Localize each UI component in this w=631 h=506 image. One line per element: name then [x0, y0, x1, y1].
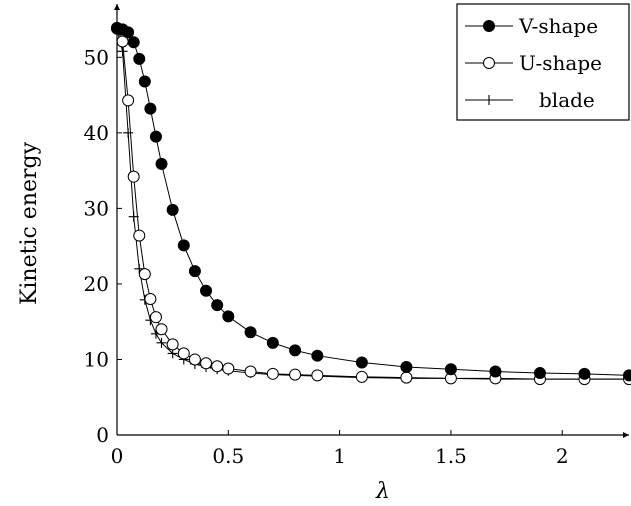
y-tick-label: 10: [84, 347, 109, 371]
data-point-v-shape: [155, 157, 168, 170]
data-point-v-shape: [127, 36, 140, 49]
data-point-u-shape: [166, 338, 179, 351]
data-point-u-shape: [133, 229, 146, 242]
y-tick-label: 0: [96, 423, 109, 447]
x-tick-label: 0.5: [212, 444, 244, 468]
data-point-u-shape: [122, 94, 135, 107]
data-point-blade: [123, 127, 134, 138]
y-axis-arrow: [114, 4, 120, 10]
data-point-v-shape: [144, 102, 157, 115]
data-point-v-shape: [138, 75, 151, 88]
data-point-v-shape: [289, 344, 302, 357]
data-point-v-shape: [533, 367, 546, 380]
data-point-v-shape: [188, 265, 201, 278]
data-point-u-shape: [177, 347, 190, 360]
legend-marker: [483, 57, 495, 69]
legend-entry: V-shape: [465, 14, 598, 38]
y-tick-label: 30: [84, 196, 109, 220]
data-point-v-shape: [133, 52, 146, 65]
data-point-v-shape: [211, 299, 224, 312]
y-tick-label: 40: [84, 121, 109, 145]
data-point-v-shape: [311, 349, 324, 362]
data-point-v-shape: [122, 26, 135, 39]
legend-label: blade: [539, 88, 595, 112]
data-point-u-shape: [200, 357, 213, 370]
y-tick-label: 50: [84, 45, 109, 69]
data-point-v-shape: [166, 203, 179, 216]
data-point-blade: [128, 211, 139, 222]
x-axis-label: λ: [375, 479, 390, 504]
legend-marker: [484, 95, 494, 105]
data-point-u-shape: [188, 353, 201, 366]
legend-entry: blade: [465, 88, 595, 112]
data-point-u-shape: [266, 367, 279, 380]
data-point-u-shape: [149, 311, 162, 324]
series-markers: [111, 21, 631, 386]
axes: [114, 4, 629, 438]
legend-label: V-shape: [518, 14, 598, 38]
data-point-v-shape: [578, 367, 591, 380]
data-point-v-shape: [222, 310, 235, 323]
data-point-u-shape: [144, 293, 157, 306]
data-point-u-shape: [244, 365, 257, 378]
data-point-v-shape: [623, 369, 631, 382]
data-point-u-shape: [155, 323, 168, 336]
data-point-u-shape: [138, 268, 151, 281]
data-point-u-shape: [211, 360, 224, 373]
x-axis-arrow: [623, 432, 629, 438]
legend-marker: [483, 20, 495, 32]
data-point-u-shape: [400, 371, 413, 384]
legend-label: U-shape: [519, 51, 602, 75]
legend-entry: U-shape: [465, 51, 602, 75]
data-point-blade: [117, 46, 128, 57]
data-point-u-shape: [311, 369, 324, 382]
data-point-v-shape: [177, 239, 190, 252]
data-point-u-shape: [289, 368, 302, 381]
data-point-u-shape: [355, 370, 368, 383]
data-point-u-shape: [127, 170, 140, 183]
legend: V-shape U-shape blade: [456, 3, 630, 121]
data-point-v-shape: [149, 130, 162, 143]
x-tick-label: 2: [556, 444, 569, 468]
x-tick-label: 1: [333, 444, 346, 468]
data-point-v-shape: [244, 326, 257, 339]
x-tick-label: 1.5: [435, 444, 467, 468]
data-point-v-shape: [355, 356, 368, 369]
x-tick-label: 0: [111, 444, 124, 468]
data-point-v-shape: [266, 336, 279, 349]
data-point-v-shape: [200, 284, 213, 297]
data-point-blade: [156, 337, 167, 348]
data-point-u-shape: [222, 362, 235, 375]
data-point-v-shape: [400, 361, 413, 374]
y-tick-label: 20: [84, 272, 109, 296]
data-point-v-shape: [444, 363, 457, 376]
data-point-v-shape: [489, 365, 502, 378]
y-axis-label: Kinetic energy: [17, 141, 42, 305]
